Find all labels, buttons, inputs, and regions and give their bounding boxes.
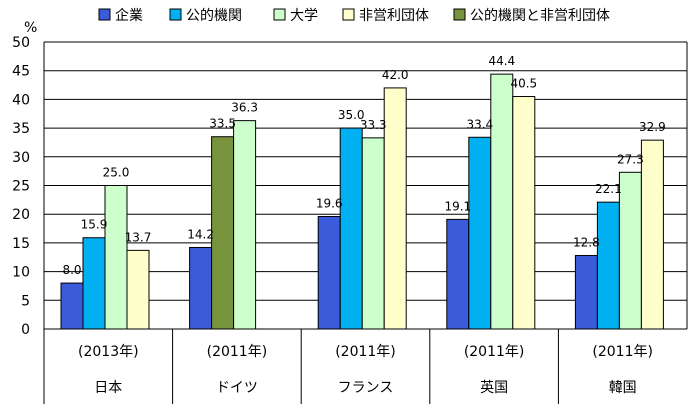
y-tick-label: 35 <box>12 121 30 137</box>
bar <box>126 249 150 330</box>
category-country-label: ドイツ <box>216 380 258 396</box>
y-tick-label: 20 <box>12 207 30 223</box>
bar <box>317 215 341 330</box>
legend-label: 大学 <box>290 8 318 24</box>
category-country-label: 韓国 <box>609 380 637 396</box>
data-label: 32.9 <box>639 120 666 134</box>
category-country-label: フランス <box>338 380 394 396</box>
y-tick-label: 30 <box>12 150 30 166</box>
legend-label: 公的機関と非営利団体 <box>470 8 610 24</box>
data-label: 19.6 <box>316 196 343 210</box>
data-label: 14.2 <box>187 227 214 241</box>
bar <box>82 237 106 330</box>
legend-swatch <box>273 8 286 21</box>
bar <box>596 201 620 330</box>
data-label: 35.0 <box>338 108 365 122</box>
legend-label: 非営利団体 <box>359 8 429 24</box>
data-label: 33.4 <box>466 117 493 131</box>
legend-label: 企業 <box>115 7 143 24</box>
legend: 企業 公的機関 大学 非営利団体 公的機関と非営利団体 <box>98 7 610 24</box>
data-label: 27.3 <box>617 152 644 166</box>
data-label: 33.5 <box>209 117 236 131</box>
y-tick-label: 45 <box>12 64 30 80</box>
bar <box>640 139 664 330</box>
bar <box>383 87 407 330</box>
y-tick-label: 0 <box>21 322 30 338</box>
y-tick-label: 15 <box>12 236 30 252</box>
bar <box>361 137 385 330</box>
data-label: 15.9 <box>81 218 108 232</box>
data-label: 8.0 <box>62 263 81 277</box>
data-label: 25.0 <box>103 166 130 180</box>
data-label: 22.1 <box>595 182 622 196</box>
data-label: 33.3 <box>360 118 387 132</box>
data-label: 40.5 <box>510 77 537 91</box>
bar <box>618 171 642 330</box>
category-year-label: (2011年) <box>592 344 653 360</box>
category-year-label: (2011年) <box>335 344 396 360</box>
legend-swatch <box>342 8 355 21</box>
category-country-label: 日本 <box>94 380 122 396</box>
category-year-label: (2013年) <box>78 344 139 360</box>
y-tick-label: 25 <box>12 179 30 195</box>
bar <box>211 136 235 330</box>
category-axis: (2013年) 日本 (2011年) ドイツ (2011年) フランス (2011年) 英国 (… <box>78 329 653 404</box>
data-label: 13.7 <box>125 230 152 244</box>
category-year-label: (2011年) <box>464 344 525 360</box>
legend-swatch <box>98 8 111 21</box>
data-label: 19.1 <box>444 199 471 213</box>
y-tick-label: 50 <box>12 35 30 51</box>
data-labels: 8.0 15.9 25.0 13.7 14.2 33.5 36.3 19.6 35.033.3 4… <box>62 54 665 277</box>
y-unit-label: % <box>24 20 37 36</box>
legend-swatch <box>453 8 466 21</box>
bar <box>446 218 470 330</box>
bar <box>189 246 213 330</box>
y-tick-label: 5 <box>21 293 30 309</box>
legend-label: 公的機関 <box>186 8 242 24</box>
data-label: 36.3 <box>231 101 258 115</box>
category-year-label: (2011年) <box>207 344 268 360</box>
bar <box>339 127 363 330</box>
bar <box>104 185 128 330</box>
bar <box>574 255 598 330</box>
bars <box>60 73 664 330</box>
y-tick-label: 10 <box>12 265 30 281</box>
legend-swatch <box>169 8 182 21</box>
data-label: 44.4 <box>488 54 515 68</box>
bar <box>233 120 257 330</box>
bar <box>490 73 514 330</box>
data-label: 12.8 <box>573 236 600 250</box>
y-tick-label: 40 <box>12 92 30 108</box>
bar <box>512 96 536 330</box>
bar <box>468 136 492 330</box>
data-label: 42.0 <box>382 68 409 82</box>
category-country-label: 英国 <box>480 379 508 396</box>
bar <box>60 282 84 330</box>
